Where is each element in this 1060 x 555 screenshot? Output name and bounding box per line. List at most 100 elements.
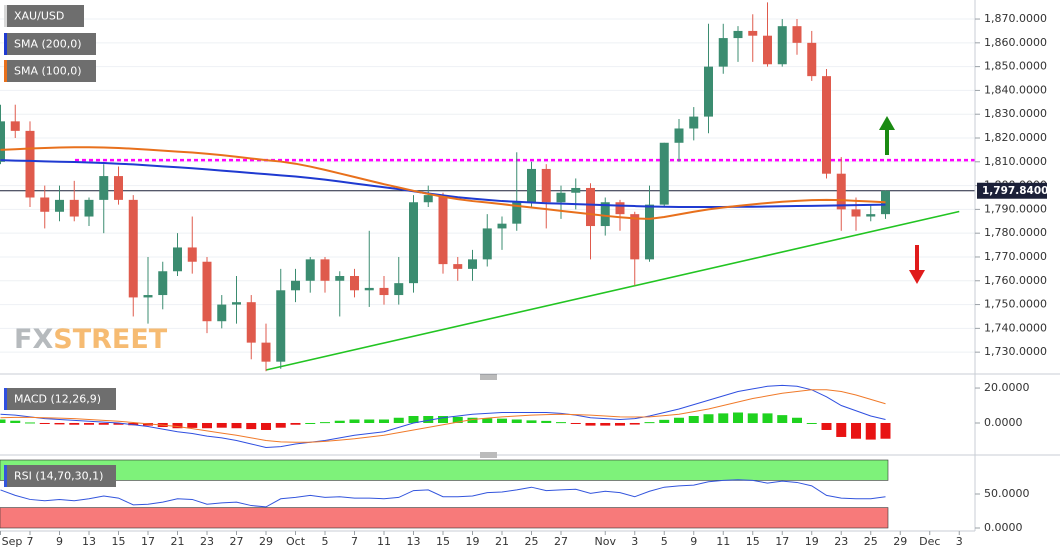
histogram-bar (364, 419, 375, 423)
candle-body (600, 202, 610, 227)
candle-body (99, 176, 109, 200)
y-tick-label: 1,730.0000 (984, 345, 1047, 358)
x-tick-label: 5 (322, 535, 329, 548)
histogram-bar (703, 414, 714, 423)
histogram-bar (305, 422, 316, 424)
candle-body (571, 187, 581, 193)
candle-body (202, 261, 212, 322)
resize-handle[interactable] (480, 374, 497, 380)
histogram-bar (98, 422, 109, 425)
histogram-bar (570, 422, 581, 424)
histogram-bar (556, 422, 566, 424)
rsi-line (0, 479, 886, 508)
legend-swatch (4, 33, 7, 55)
x-tick-label: 17 (775, 535, 789, 548)
histogram-bar (408, 416, 419, 423)
x-tick-label: 27 (554, 535, 568, 548)
candle-body (320, 259, 330, 281)
resize-handle[interactable] (480, 452, 497, 458)
candle-body (777, 26, 787, 65)
x-tick-label: 25 (864, 535, 878, 548)
histogram-bar (821, 422, 832, 430)
rsi-band (0, 507, 889, 529)
candle-body (261, 342, 271, 362)
x-tick-label: 23 (200, 535, 214, 548)
histogram-bar (113, 422, 124, 425)
histogram-bar (128, 422, 139, 426)
histogram-bar (172, 422, 183, 429)
sma-line (0, 146, 886, 220)
histogram-bar (806, 422, 817, 424)
histogram-bar (644, 422, 655, 424)
candle-body (497, 223, 507, 229)
legend-box (4, 465, 116, 487)
histogram-bar (733, 412, 743, 423)
x-tick-label: 19 (805, 535, 819, 548)
x-tick-label: 11 (377, 535, 391, 548)
histogram-bar (526, 420, 537, 423)
y-tick-label: 1,860.0000 (984, 36, 1047, 49)
histogram-bar (747, 413, 758, 423)
histogram-bar (659, 419, 670, 423)
candle-body (689, 116, 699, 129)
histogram-bar (423, 416, 434, 423)
legend-item[interactable]: XAU/USD (4, 5, 84, 27)
histogram-bar (511, 419, 522, 423)
candle-body (615, 202, 625, 215)
candle-body (291, 280, 300, 291)
macd-line (0, 384, 886, 448)
x-tick-label: 3 (956, 535, 963, 548)
x-tick-label: 13 (82, 535, 96, 548)
y-tick-label: 1,780.0000 (984, 226, 1047, 239)
legend-label: SMA (200,0) (14, 38, 82, 51)
candle-body (763, 35, 772, 65)
last-price-label: 1,797.8400 (982, 185, 1048, 197)
histogram-bar (231, 422, 242, 429)
candle-body (40, 197, 50, 212)
histogram-bar (69, 422, 80, 425)
histogram-bar (438, 416, 448, 423)
histogram-bar (320, 422, 330, 424)
legend-box (4, 5, 84, 27)
x-tick-label: 29 (893, 535, 907, 548)
x-tick-label: 19 (466, 535, 480, 548)
candle-body (217, 304, 227, 322)
up-arrow (879, 116, 895, 155)
histogram-bar (688, 416, 699, 423)
legend-swatch (4, 60, 7, 82)
legend-box (4, 33, 96, 55)
candle-body (822, 76, 831, 174)
legend-box (4, 60, 96, 82)
histogram-bar (452, 416, 463, 423)
candle-body (482, 228, 492, 260)
histogram-bar (84, 422, 94, 425)
x-tick-label: 9 (56, 535, 63, 548)
indicator-title: RSI (14,70,30,1) (14, 470, 103, 483)
y-tick-label: 1,740.0000 (984, 321, 1047, 334)
legend-item[interactable]: SMA (200,0) (4, 33, 96, 55)
candle-body (128, 199, 138, 298)
candle-body (674, 128, 684, 143)
x-tick-label: 3 (631, 535, 638, 548)
histogram-bar (585, 422, 596, 426)
watermark: FXSTREET (14, 324, 168, 355)
indicator-title: MACD (12,26,9) (14, 393, 101, 406)
y-tick-label: 0.0000 (984, 416, 1023, 429)
legend-item[interactable]: SMA (100,0) (4, 60, 96, 82)
x-tick-label: 29 (259, 535, 273, 548)
candle-body (276, 290, 286, 362)
histogram-bar (880, 422, 891, 439)
x-tick-label: 25 (525, 535, 539, 548)
x-tick-label: 5 (661, 535, 668, 548)
marks-layer (0, 2, 975, 508)
indicator-label[interactable]: MACD (12,26,9) (4, 388, 116, 410)
candle-body (659, 142, 669, 205)
x-tick-label: 23 (834, 535, 848, 548)
histogram-bar (762, 413, 773, 423)
x-tick-label: 13 (407, 535, 421, 548)
histogram-bar (25, 422, 35, 424)
candle-body (453, 264, 463, 269)
histogram-bar (379, 419, 389, 423)
indicator-label[interactable]: RSI (14,70,30,1) (4, 465, 116, 487)
legend-label: SMA (100,0) (14, 65, 82, 78)
